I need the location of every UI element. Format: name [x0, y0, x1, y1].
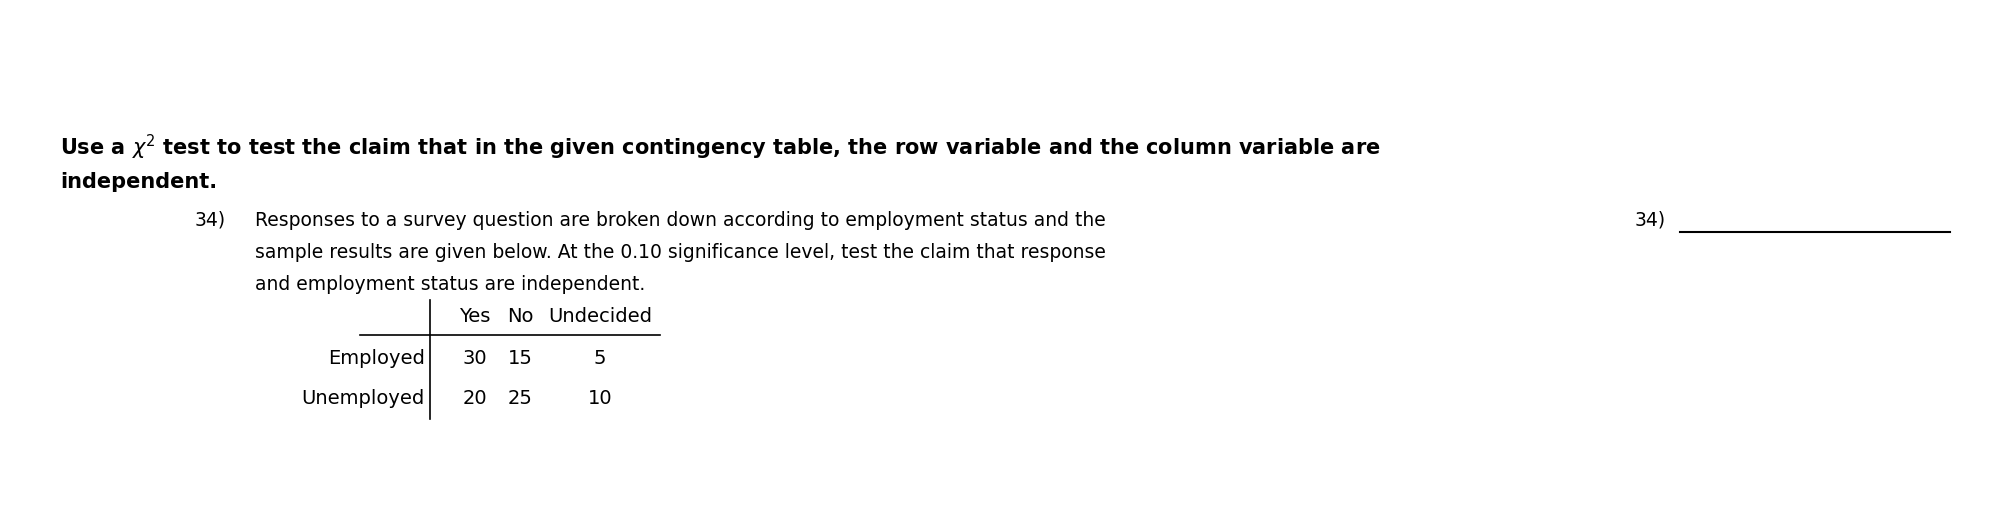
Text: Use a $\chi^2$ test to test the claim that in the given contingency table, the r: Use a $\chi^2$ test to test the claim th… — [60, 133, 1381, 162]
Text: 34): 34) — [1635, 210, 1665, 230]
Text: 34): 34) — [194, 210, 226, 230]
Text: 15: 15 — [507, 350, 533, 369]
Text: Responses to a survey question are broken down according to employment status an: Responses to a survey question are broke… — [255, 210, 1106, 230]
Text: and employment status are independent.: and employment status are independent. — [255, 276, 645, 294]
Text: sample results are given below. At the 0.10 significance level, test the claim t: sample results are given below. At the 0… — [255, 243, 1106, 263]
Text: Unemployed: Unemployed — [303, 389, 425, 409]
Text: 20: 20 — [463, 389, 487, 409]
Text: No: No — [507, 307, 533, 326]
Text: Undecided: Undecided — [547, 307, 651, 326]
Text: 5: 5 — [593, 350, 607, 369]
Text: 25: 25 — [507, 389, 533, 409]
Text: Employed: Employed — [329, 350, 425, 369]
Text: Yes: Yes — [459, 307, 491, 326]
Text: 10: 10 — [587, 389, 613, 409]
Text: independent.: independent. — [60, 172, 216, 192]
Text: 30: 30 — [463, 350, 487, 369]
